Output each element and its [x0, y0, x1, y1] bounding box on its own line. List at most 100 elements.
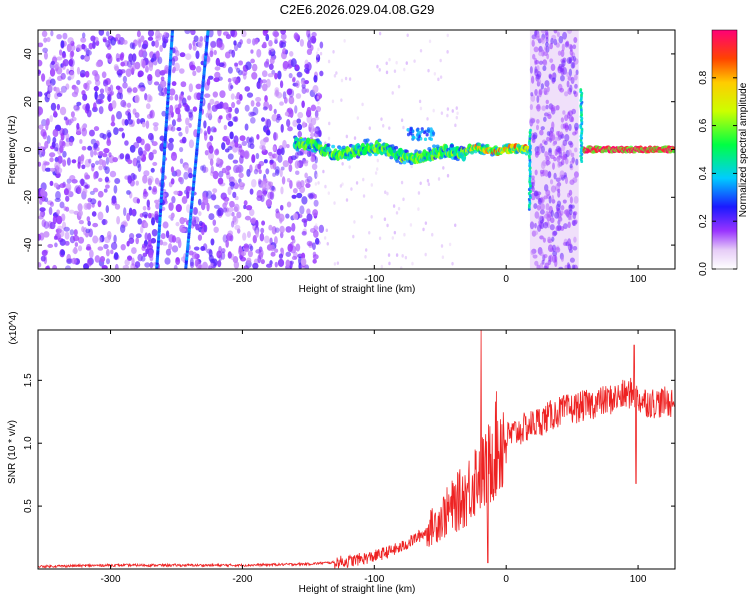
heatmap-cell	[207, 151, 214, 161]
heatmap-cell	[560, 117, 565, 123]
heatmap-cell	[352, 234, 355, 239]
heatmap-cell	[378, 31, 382, 36]
heatmap-cell	[56, 103, 61, 111]
heatmap-cell	[556, 31, 560, 38]
heatmap-cell	[317, 181, 320, 185]
heatmap-cell	[364, 255, 367, 259]
heatmap-cell	[572, 245, 578, 251]
heatmap-cell	[313, 75, 318, 83]
heatmap-cell	[67, 37, 74, 44]
heatmap-cell	[137, 253, 143, 262]
heatmap-cell	[111, 100, 117, 109]
heatmap-cell	[104, 85, 109, 93]
heatmap-cell	[245, 61, 252, 71]
heatmap-cell	[111, 199, 118, 206]
heatmap-cell	[426, 129, 430, 133]
heatmap-cell	[178, 68, 185, 74]
heatmap-cell	[154, 210, 159, 217]
heatmap-cell	[554, 106, 557, 111]
heatmap-cell	[144, 262, 151, 268]
heatmap-cell	[340, 98, 343, 102]
heatmap-cell	[545, 41, 549, 47]
heatmap-cell	[126, 255, 133, 261]
heatmap-cell	[289, 179, 293, 189]
heatmap-cell	[579, 88, 583, 92]
heatmap-cell	[101, 153, 108, 158]
heatmap-cell	[63, 116, 68, 121]
heatmap-cell	[99, 88, 105, 94]
heatmap-cell	[209, 171, 214, 177]
heatmap-cell	[178, 176, 183, 183]
heatmap-cell	[530, 92, 534, 97]
heatmap-cell	[287, 243, 293, 253]
heatmap-cell	[171, 245, 179, 253]
heatmap-cell	[304, 172, 308, 179]
heatmap-cell	[569, 179, 575, 185]
heatmap-cell	[38, 91, 41, 97]
heatmap-cell	[439, 75, 443, 79]
heatmap-cell	[111, 114, 115, 123]
heatmap-cell	[289, 51, 294, 57]
heatmap-cell	[98, 106, 104, 115]
heatmap-cell	[569, 160, 575, 165]
heatmap-cell	[248, 137, 253, 143]
heatmap-cell	[159, 79, 167, 88]
heatmap-cell	[543, 112, 549, 117]
heatmap-cell	[442, 166, 445, 170]
heatmap-cell	[256, 134, 260, 140]
heatmap-cell	[80, 178, 85, 187]
heatmap-cell	[263, 159, 268, 164]
heatmap-cell	[388, 126, 391, 130]
heatmap-cell	[97, 246, 104, 251]
heatmap-cell	[136, 136, 142, 144]
heatmap-cell	[550, 209, 554, 218]
heatmap-cell	[265, 199, 273, 207]
heatmap-cell	[285, 251, 292, 257]
heatmap-cell	[94, 160, 100, 166]
heatmap-cell	[151, 217, 156, 226]
heatmap-cell	[244, 215, 252, 221]
x-tick-label: 100	[630, 574, 647, 585]
heatmap-cell	[331, 99, 335, 104]
heatmap-cell	[563, 209, 569, 215]
heatmap-cell	[260, 180, 267, 190]
heatmap-cell	[534, 169, 538, 176]
heatmap-cell	[534, 151, 539, 158]
heatmap-cell	[437, 77, 440, 82]
heatmap-cell	[570, 152, 575, 158]
snr-scale-label: (x10^4)	[8, 311, 19, 344]
heatmap-cell	[46, 36, 51, 43]
heatmap-cell	[98, 165, 103, 171]
heatmap-cell	[550, 104, 556, 112]
heatmap-cell	[180, 81, 187, 88]
heatmap-cell	[545, 99, 549, 105]
heatmap-cell	[268, 63, 274, 70]
heatmap-cell	[563, 223, 568, 230]
heatmap-cell	[105, 184, 110, 189]
heatmap-cell	[426, 178, 430, 183]
heatmap-cell	[261, 70, 268, 78]
heatmap-cell	[105, 258, 111, 265]
heatmap-cell	[262, 30, 268, 37]
heatmap-cell	[231, 101, 236, 109]
heatmap-cell	[562, 110, 566, 115]
heatmap-cell	[105, 53, 112, 60]
heatmap-cell	[243, 150, 250, 160]
heatmap-cell	[451, 109, 454, 113]
heatmap-cell	[246, 38, 252, 45]
heatmap-cell	[539, 250, 544, 257]
heatmap-cell	[402, 160, 407, 165]
heatmap-cell	[66, 258, 73, 265]
heatmap-cell	[59, 49, 63, 56]
heatmap-cell	[54, 147, 59, 152]
heatmap-cell	[312, 258, 317, 264]
heatmap-cell	[124, 140, 129, 146]
heatmap-cell	[537, 198, 542, 205]
heatmap-cell	[256, 189, 263, 199]
heatmap-cell	[209, 158, 214, 167]
heatmap-cell	[134, 94, 140, 104]
heatmap-cell	[47, 243, 54, 248]
heatmap-cell	[153, 81, 160, 86]
heatmap-cell	[549, 42, 553, 50]
